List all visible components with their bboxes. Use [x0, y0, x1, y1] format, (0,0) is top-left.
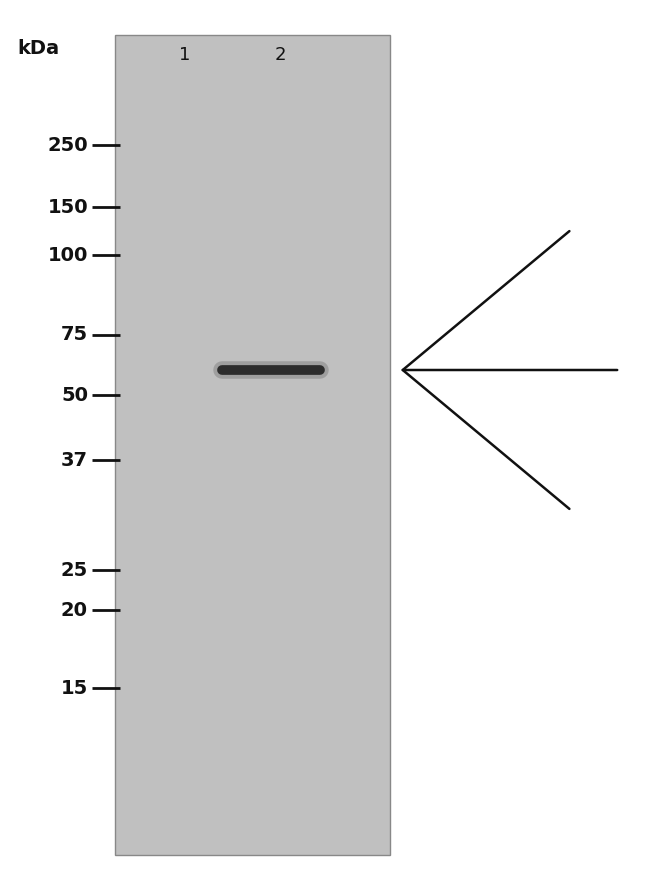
Text: 100: 100 — [47, 245, 88, 265]
Text: 20: 20 — [61, 601, 88, 619]
Text: 250: 250 — [47, 136, 88, 154]
Text: 25: 25 — [60, 561, 88, 579]
Text: 50: 50 — [61, 385, 88, 405]
Text: 150: 150 — [47, 198, 88, 216]
Text: 15: 15 — [60, 679, 88, 697]
Text: 2: 2 — [274, 46, 286, 64]
Text: 1: 1 — [179, 46, 190, 64]
Text: kDa: kDa — [17, 38, 59, 58]
Text: 75: 75 — [61, 325, 88, 345]
Text: 37: 37 — [61, 450, 88, 470]
Bar — [115, 35, 390, 855]
